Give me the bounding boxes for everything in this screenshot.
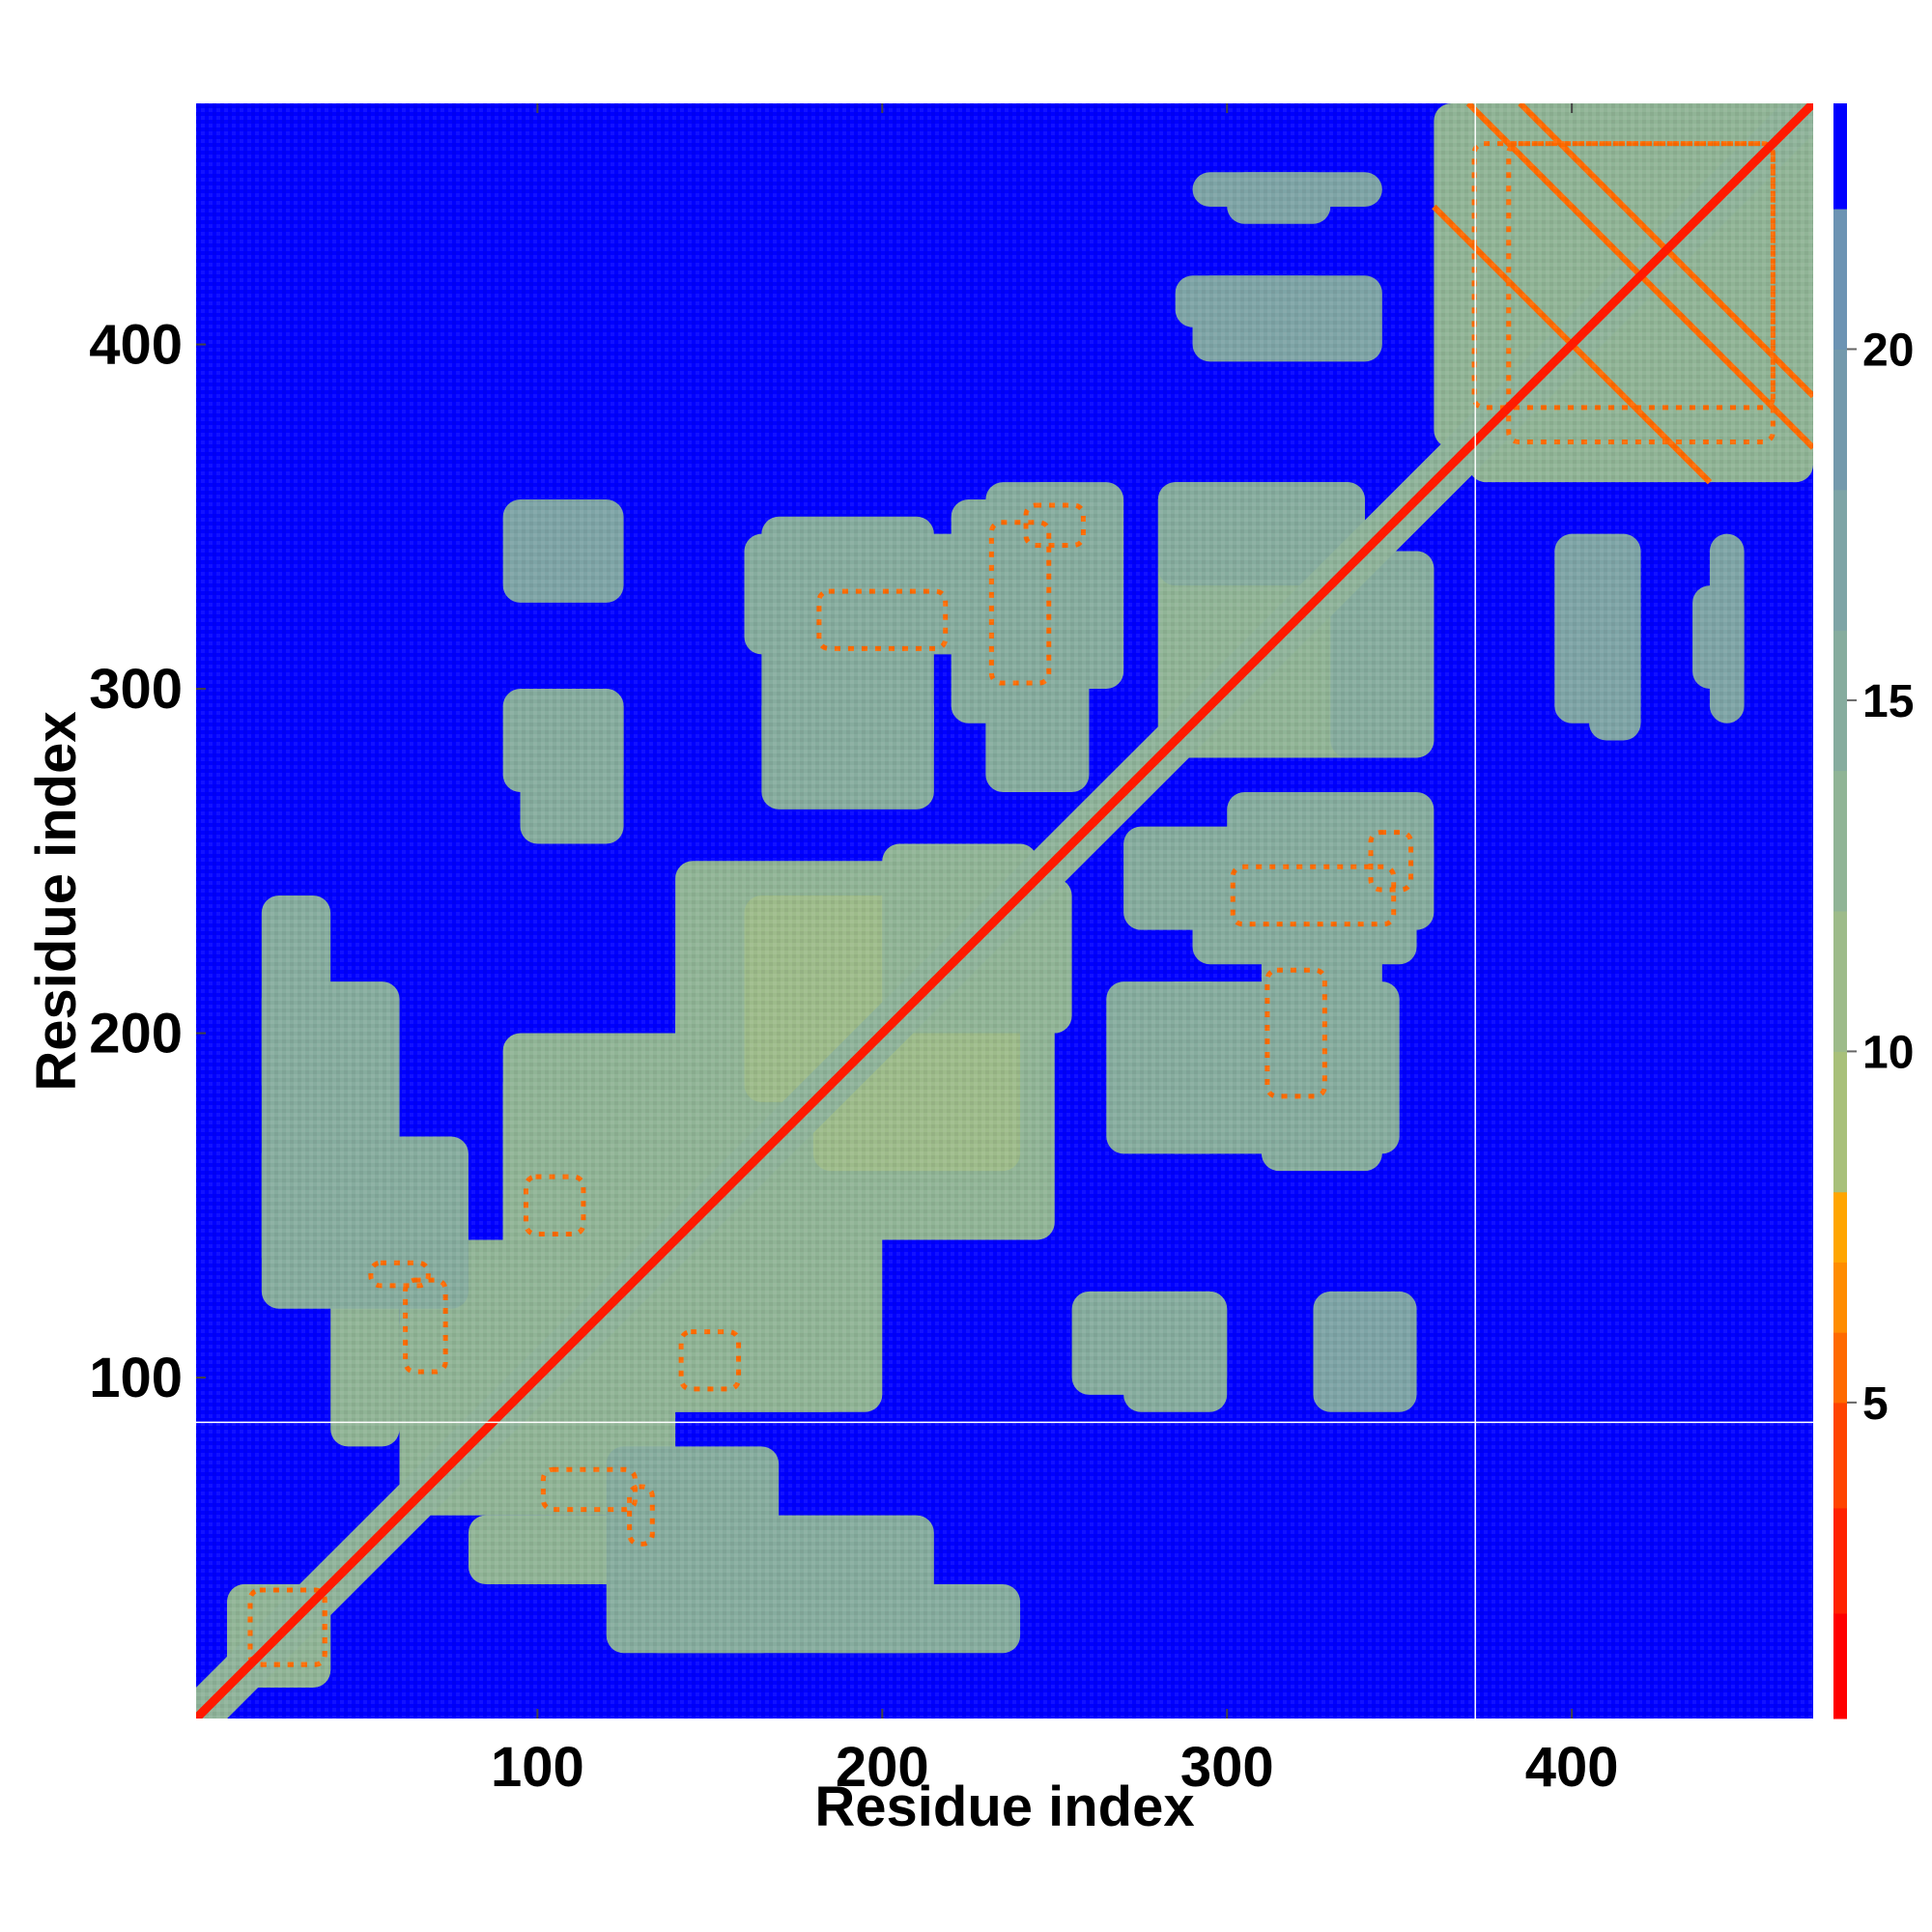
colorbar-segment-13 <box>1833 103 1847 210</box>
colorbar-tick-label: 10 <box>1862 1027 1914 1078</box>
colorbar-segment-4 <box>1833 1262 1847 1333</box>
colorbar-segment-11 <box>1833 349 1847 491</box>
y-axis-title: Residue index <box>25 711 88 1091</box>
colorbar-segment-6 <box>1833 1051 1847 1193</box>
y-tick-label: 400 <box>89 314 183 377</box>
colorbar-segment-12 <box>1833 209 1847 350</box>
heatmap-plot-area <box>196 103 1813 1719</box>
x-tick-label: 400 <box>1525 1736 1619 1799</box>
x-axis-title: Residue index <box>814 1776 1194 1838</box>
colorbar-segment-2 <box>1833 1402 1847 1509</box>
y-tick-label: 300 <box>89 658 183 721</box>
y-tick-label: 200 <box>89 1003 183 1065</box>
colorbar-segment-1 <box>1833 1507 1847 1614</box>
colorbar-tick-label: 5 <box>1862 1378 1889 1430</box>
axes: 100 200 300 400 100 200 300 400 <box>89 103 1619 1799</box>
colorbar-tick-label: 20 <box>1862 325 1914 376</box>
y-tick-label: 100 <box>89 1347 183 1409</box>
colorbar-segment-7 <box>1833 911 1847 1052</box>
x-tick-label: 300 <box>1180 1736 1274 1799</box>
colorbar: 5 10 15 20 <box>1833 103 1914 1719</box>
colorbar-segment-10 <box>1833 489 1847 631</box>
colorbar-segment-3 <box>1833 1332 1847 1404</box>
colorbar-segment-9 <box>1833 630 1847 772</box>
colorbar-segment-0 <box>1833 1612 1847 1719</box>
colorbar-segment-8 <box>1833 770 1847 912</box>
colorbar-tick-label: 15 <box>1862 676 1914 727</box>
main-diagonal <box>196 103 1813 1719</box>
x-tick-label: 100 <box>491 1736 584 1799</box>
colorbar-segment-5 <box>1833 1191 1847 1263</box>
x-tick-label: 200 <box>836 1736 929 1799</box>
